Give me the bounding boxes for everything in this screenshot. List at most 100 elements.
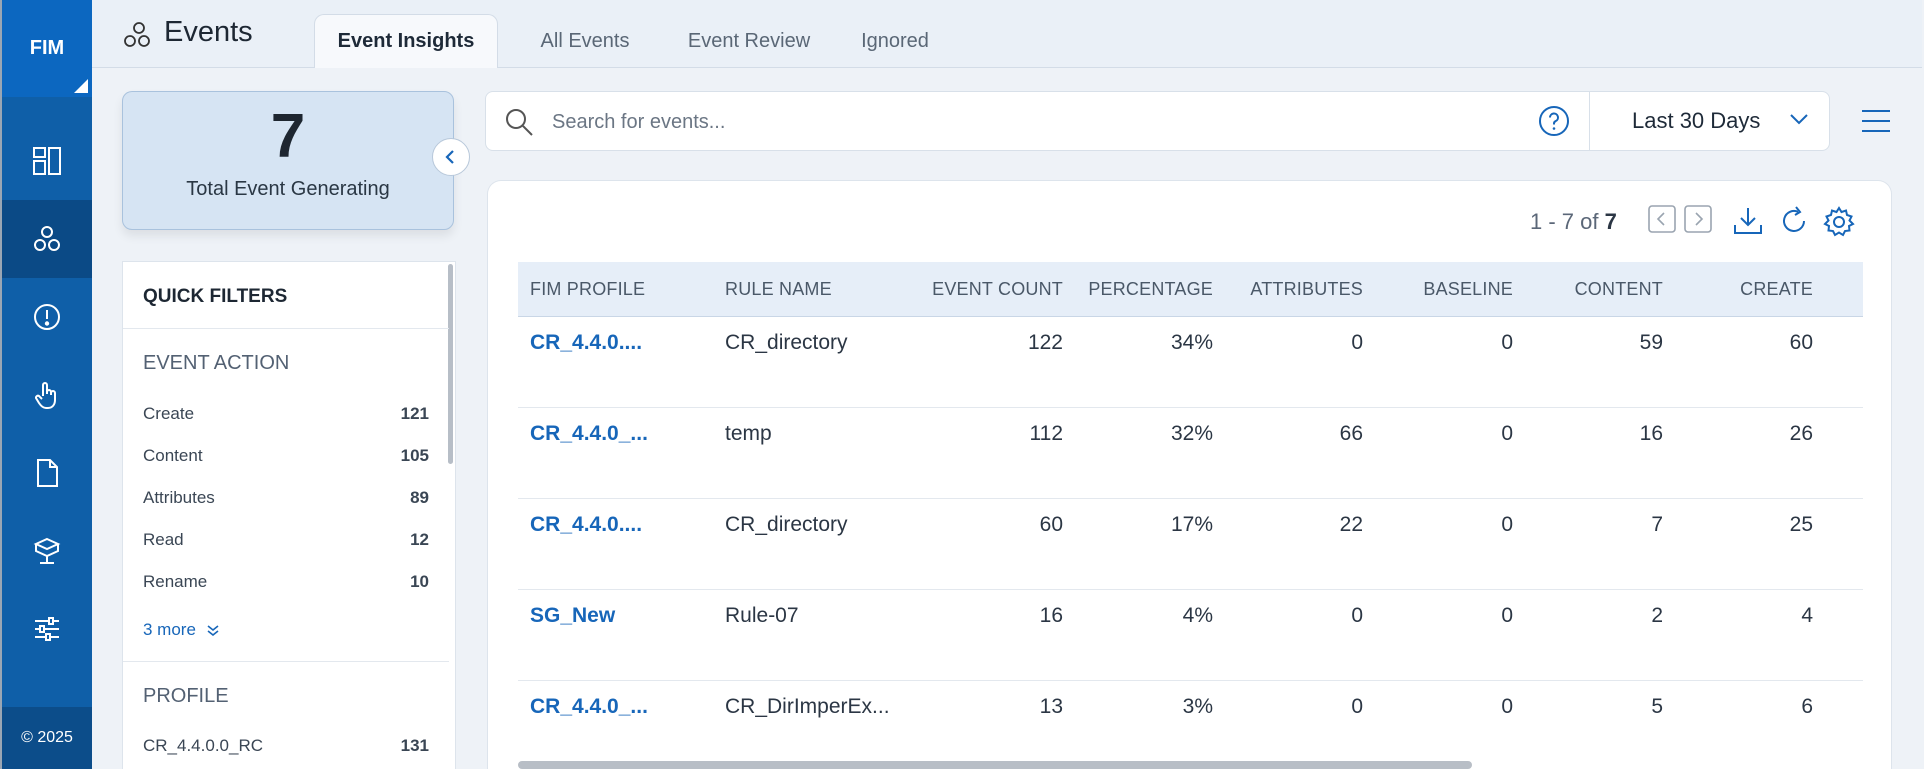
cell-rule-name: Rule-07 [725,604,799,627]
column-header-rule-name[interactable]: RULE NAME [725,279,832,299]
cell-baseline: 0 [1501,604,1513,627]
quick-filters-title: QUICK FILTERS [143,286,288,307]
collapse-panel-button[interactable] [432,138,470,176]
refresh-icon[interactable] [1778,205,1810,237]
nav-touch[interactable] [2,356,92,434]
cell-fim-profile[interactable]: CR_4.4.0.... [530,331,643,354]
cell-attributes: 22 [1339,513,1363,536]
cell-create: 4 [1801,604,1813,627]
cell-baseline: 0 [1501,513,1513,536]
event-action-heading: EVENT ACTION [143,352,290,374]
horizontal-scrollbar[interactable] [518,761,1472,769]
column-header-fim-profile[interactable]: FIM PROFILE [530,279,646,299]
cell-baseline: 0 [1501,695,1513,718]
table-row[interactable]: CR_4.4.0.... CR_directory 122 34% 0 0 59 60 [518,317,1863,408]
total-events-card: 7 Total Event Generating [122,91,454,230]
filter-count: 12 [410,530,429,549]
table-row[interactable]: CR_4.4.0_... CR_DirImperEx... 13 3% 0 0 5 6 [518,681,1863,769]
gear-icon[interactable] [1822,205,1856,239]
table-row[interactable]: SG_New Rule-07 16 4% 0 0 2 4 [518,590,1863,681]
next-page-icon[interactable] [1684,205,1712,233]
filter-profile[interactable]: CR_4.4.0.0_RC 131 [143,736,429,756]
show-more-label: 3 more [143,620,196,639]
filter-count: 89 [410,488,429,507]
copyright: © 2025 [2,707,92,769]
table-row[interactable]: CR_4.4.0.... CR_directory 60 17% 22 0 7 25 [518,499,1863,590]
cell-attributes: 66 [1339,422,1363,445]
cell-create: 25 [1789,513,1813,536]
page-title: Events [164,16,253,48]
filter-rename[interactable]: Rename 10 [143,572,429,592]
filter-count: 121 [400,404,429,423]
column-header-create[interactable]: CREATE [1740,279,1813,299]
cell-attributes: 0 [1351,604,1363,627]
table-header: FIM PROFILE RULE NAME EVENT COUNT PERCEN… [518,262,1863,317]
logo-corner-marker [74,79,88,93]
settings-sliders-icon [35,617,59,641]
cell-baseline: 0 [1501,422,1513,445]
nav-assets[interactable] [2,512,92,590]
total-events-label: Total Event Generating [186,178,390,200]
show-more-link[interactable]: 3 more [143,620,220,640]
chevron-left-icon [445,150,454,164]
table-row[interactable]: CR_4.4.0_... temp 112 32% 66 0 16 26 [518,408,1863,499]
filter-label: Content [143,446,203,465]
download-icon[interactable] [1732,205,1764,237]
cell-percentage: 17% [1170,513,1213,536]
filters-scrollbar[interactable] [448,264,453,464]
tab-ignored[interactable]: Ignored [861,29,929,52]
filter-attributes[interactable]: Attributes 89 [143,488,429,508]
touch-icon [35,382,56,409]
cell-attributes: 0 [1351,695,1363,718]
cell-baseline: 0 [1501,331,1513,354]
cell-content: 7 [1651,513,1663,536]
cell-fim-profile[interactable]: SG_New [530,604,616,627]
cell-content: 16 [1639,422,1663,445]
cell-fim-profile[interactable]: CR_4.4.0.... [530,513,643,536]
date-range-select[interactable]: Last 30 Days [1589,92,1831,150]
nav-settings[interactable] [2,590,92,668]
filter-create[interactable]: Create 121 [143,404,429,424]
cell-content: 5 [1651,695,1663,718]
help-icon[interactable] [1538,105,1570,137]
column-header-attributes[interactable]: ATTRIBUTES [1250,279,1363,299]
document-icon [37,459,58,487]
filter-label: CR_4.4.0.0_RC [143,736,264,755]
search-bar: Last 30 Days [485,91,1830,151]
filter-read[interactable]: Read 12 [143,530,429,550]
nav-dashboard[interactable] [2,122,92,200]
hamburger-menu-icon[interactable] [1860,108,1892,134]
app-logo[interactable]: FIM [2,0,92,97]
cell-rule-name: CR_directory [725,513,848,536]
cell-fim-profile[interactable]: CR_4.4.0_... [530,422,648,445]
search-icon [506,109,533,136]
cell-rule-name: temp [725,422,772,445]
cell-event-count: 16 [1039,604,1063,627]
tab-event-insights[interactable]: Event Insights [314,14,498,68]
tab-all-events[interactable]: All Events [540,29,630,52]
filter-count: 105 [400,446,429,465]
column-header-percentage[interactable]: PERCENTAGE [1088,279,1213,299]
tab-event-review[interactable]: Event Review [687,29,811,52]
cell-event-count: 60 [1039,513,1063,536]
pagination-range: 1 - 7 of [1530,209,1599,234]
nav-documents[interactable] [2,434,92,512]
double-chevron-down-icon [207,625,219,637]
cell-attributes: 0 [1351,331,1363,354]
filter-label: Create [143,404,195,423]
alert-icon [34,304,60,330]
filter-content[interactable]: Content 105 [143,446,429,466]
column-header-event-count[interactable]: EVENT COUNT [932,279,1063,299]
column-header-content[interactable]: CONTENT [1574,279,1663,299]
search-input[interactable] [552,104,1452,140]
cell-content: 59 [1639,331,1663,354]
events-title-icon [124,22,150,47]
nav-alerts[interactable] [2,278,92,356]
filter-label: Read [143,530,184,549]
cell-content: 2 [1651,604,1663,627]
previous-page-icon[interactable] [1648,205,1676,233]
column-header-baseline[interactable]: BASELINE [1423,279,1513,299]
cell-fim-profile[interactable]: CR_4.4.0_... [530,695,648,718]
nav-events[interactable] [2,200,92,278]
sidebar: FIM © 2025 [0,0,92,769]
